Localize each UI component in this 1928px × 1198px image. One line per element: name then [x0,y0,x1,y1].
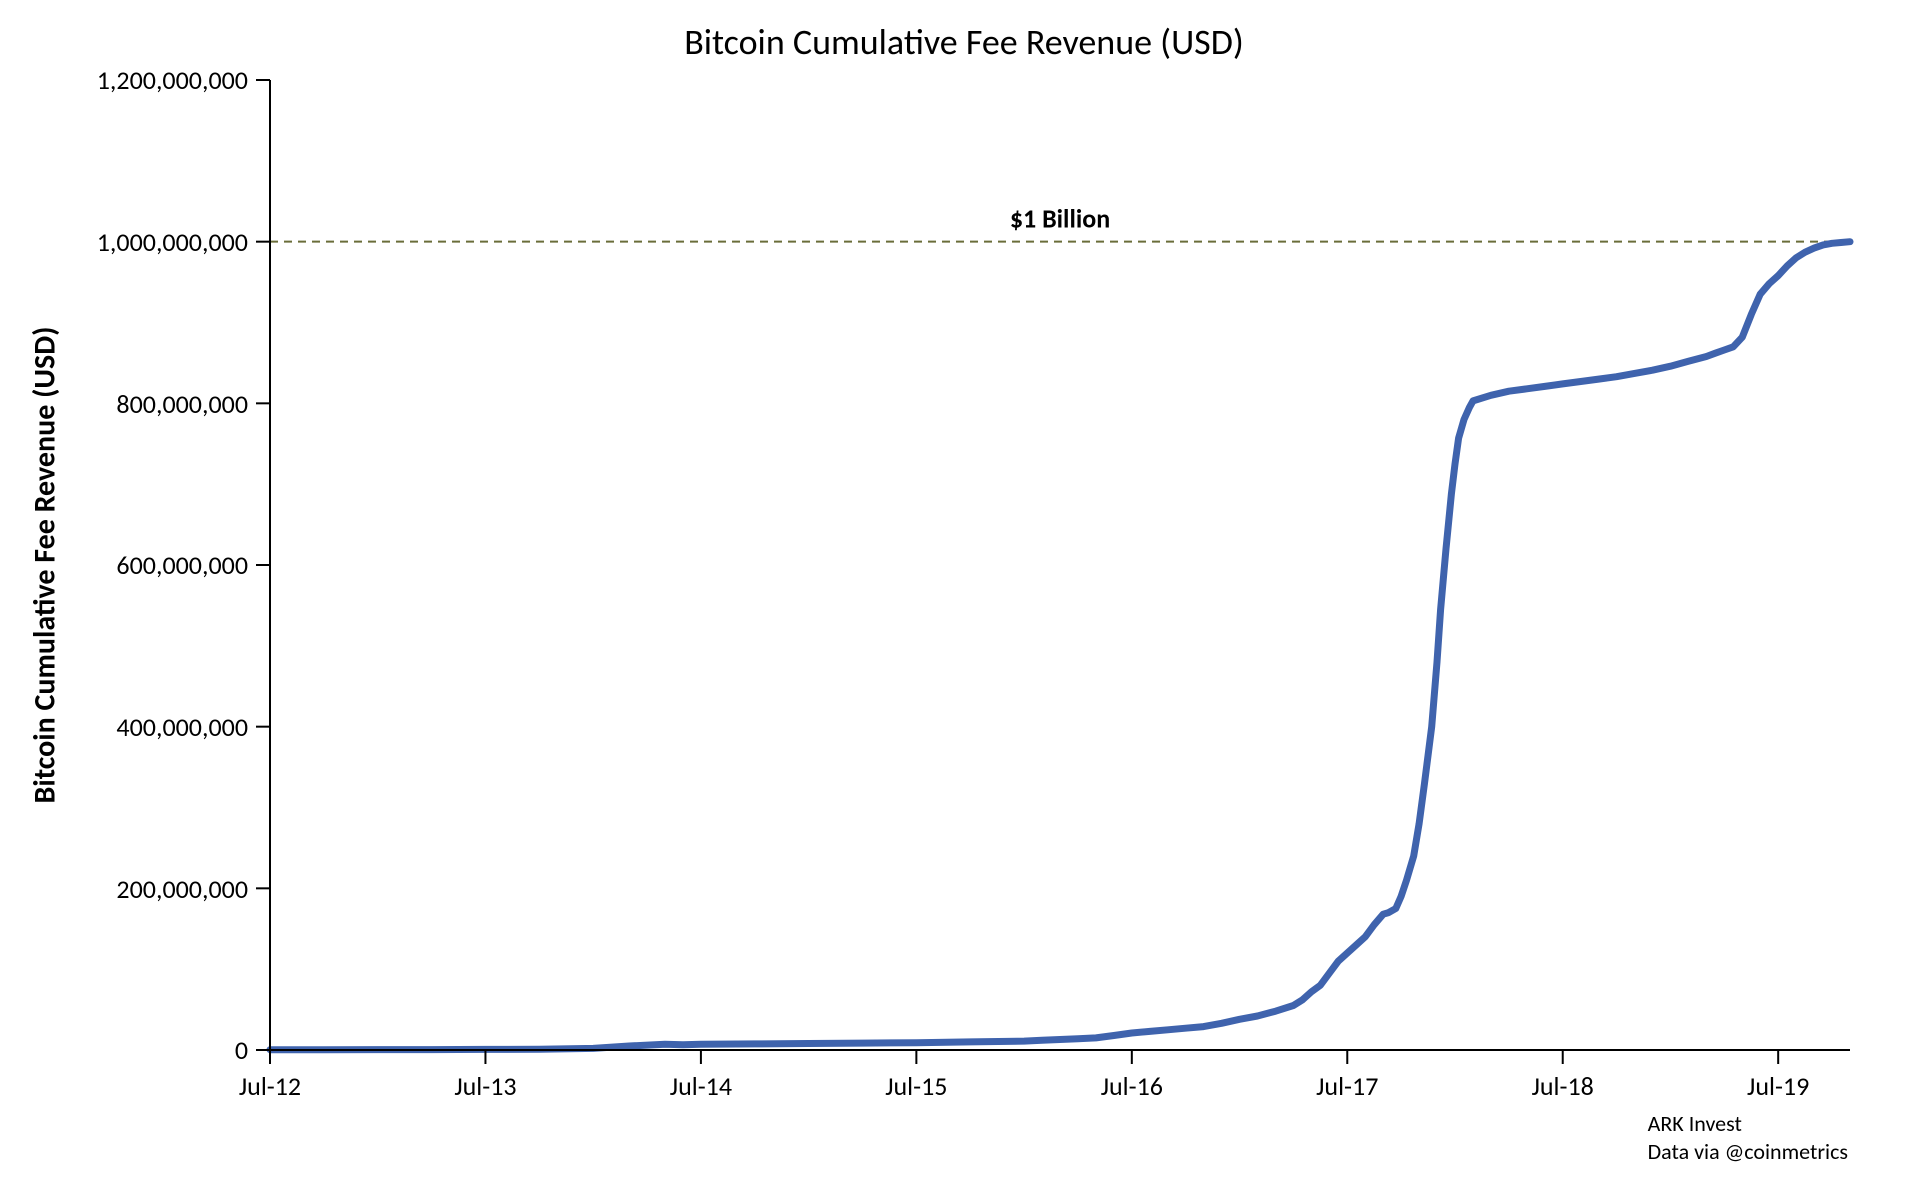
y-tick-label: 1,200,000,000 [97,64,248,96]
y-tick-label: 400,000,000 [116,711,248,743]
y-tick-label: 800,000,000 [116,388,248,420]
x-tick-label: Jul-15 [856,1070,976,1102]
x-tick-label: Jul-14 [641,1070,761,1102]
chart-svg: $1 Billion [0,0,1928,1198]
x-tick-label: Jul-16 [1072,1070,1192,1102]
x-tick-label: Jul-13 [425,1070,545,1102]
attribution-line2: Data via @coinmetrics [1648,1138,1848,1166]
x-tick-label: Jul-12 [210,1070,330,1102]
x-tick-label: Jul-18 [1503,1070,1623,1102]
attribution-line1: ARK Invest [1648,1110,1848,1138]
y-tick-label: 200,000,000 [116,873,248,905]
attribution: ARK Invest Data via @coinmetrics [1648,1110,1848,1165]
y-tick-label: 600,000,000 [116,549,248,581]
chart-container: Bitcoin Cumulative Fee Revenue (USD) Bit… [0,0,1928,1198]
reference-line-label: $1 Billion [1010,203,1110,235]
y-tick-label: 0 [235,1034,248,1066]
x-tick-label: Jul-19 [1718,1070,1838,1102]
x-tick-label: Jul-17 [1287,1070,1407,1102]
y-tick-label: 1,000,000,000 [97,226,248,258]
